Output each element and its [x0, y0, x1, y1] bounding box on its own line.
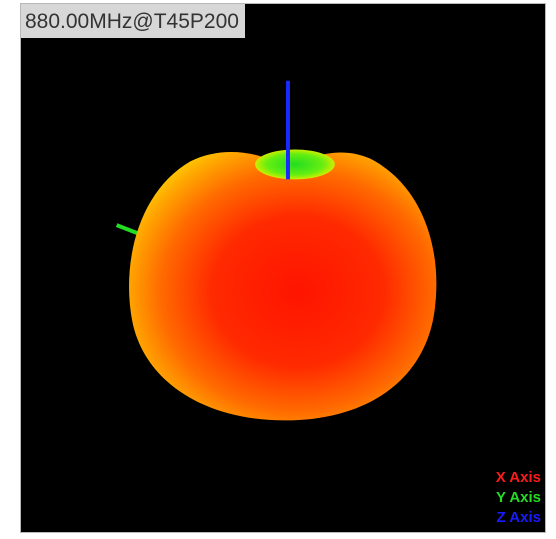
legend-z-axis: Z Axis [496, 509, 541, 526]
pattern-null-region [255, 149, 335, 180]
axis-legend: X Axis Y Axis Z Axis [496, 468, 541, 528]
radiation-pattern-window: 880.00MHz@T45P200 X Axis Y Axis Z Axis [20, 3, 546, 533]
legend-x-axis: X Axis [495, 469, 541, 486]
frequency-label: 880.00MHz@T45P200 [21, 4, 245, 38]
radiation-pattern-3d-view[interactable] [21, 4, 545, 532]
radiation-lobe [129, 151, 437, 421]
legend-y-axis: Y Axis [495, 489, 541, 506]
